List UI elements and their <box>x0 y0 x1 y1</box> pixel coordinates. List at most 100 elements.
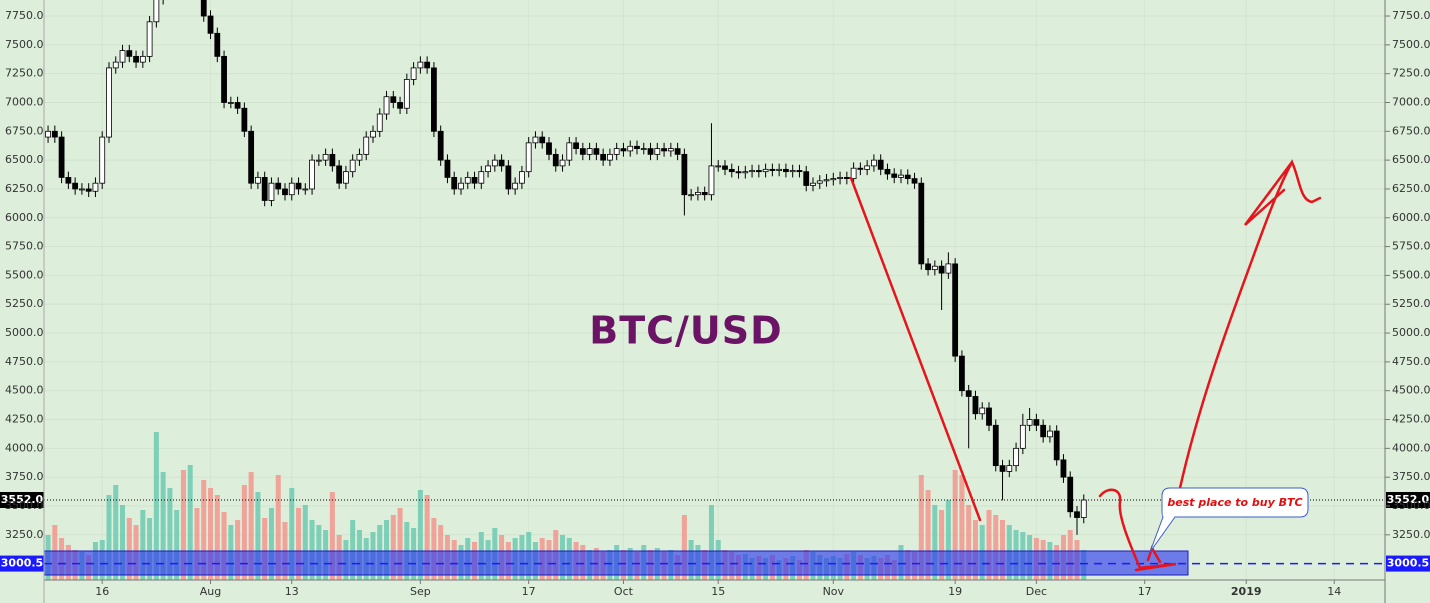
x-tick-label: 2019 <box>1231 585 1262 598</box>
volume-bar <box>275 475 281 580</box>
y-tick-label: 5000.0 <box>1392 326 1430 339</box>
candle-body <box>1033 419 1040 426</box>
y-tick-label: 7750.0 <box>1392 9 1430 22</box>
volume-bar <box>153 432 159 580</box>
candle-body <box>241 107 248 132</box>
candle-body <box>315 159 322 162</box>
candle-body <box>728 168 735 173</box>
volume-bar <box>180 470 186 580</box>
chart-title: BTC/USD <box>589 309 782 353</box>
x-tick-label: Oct <box>614 585 634 598</box>
candle-body <box>864 165 871 170</box>
volume-bar <box>268 508 274 580</box>
candle-body <box>153 0 160 23</box>
y-tick-label: 7500.0 <box>1392 38 1430 51</box>
candle-body <box>803 171 810 186</box>
candle-body <box>640 148 647 151</box>
x-tick-label: 16 <box>95 585 109 598</box>
candle-body <box>1074 511 1080 518</box>
candle-layer <box>45 0 1087 535</box>
volume-bar <box>939 510 945 580</box>
y-tick-label: 4000.0 <box>5 441 44 454</box>
y-tick-label: 4500.0 <box>1392 384 1430 397</box>
y-tick-label: 4500.0 <box>5 384 44 397</box>
volume-bar <box>932 505 938 580</box>
candle-body <box>823 179 830 182</box>
volume-bar <box>329 492 335 580</box>
volume-bar <box>241 485 247 580</box>
candle-body <box>681 153 688 196</box>
candle-body <box>789 170 796 173</box>
candle-body <box>796 170 803 173</box>
x-tick-label: 17 <box>522 585 536 598</box>
candle-body <box>559 159 566 167</box>
candle-body <box>519 171 525 184</box>
candle-body <box>938 265 945 274</box>
candle-body <box>539 136 546 144</box>
candle-body <box>275 182 282 190</box>
candle-body <box>255 177 261 184</box>
x-tick-label: 15 <box>711 585 725 598</box>
candle-body <box>843 177 850 179</box>
volume-bar <box>390 515 396 580</box>
x-tick-label: Aug <box>200 585 221 598</box>
candle-body <box>742 171 749 174</box>
volume-bar <box>986 510 992 580</box>
candle-body <box>268 182 275 201</box>
candle-body <box>356 153 363 161</box>
volume-bar <box>959 475 965 580</box>
candle-body <box>106 67 112 138</box>
candle-body <box>1047 430 1053 438</box>
candle-body <box>749 170 755 173</box>
candle-body <box>397 102 403 109</box>
candle-body <box>51 130 58 138</box>
candle-body <box>1026 419 1033 426</box>
y-tick-label: 7500.0 <box>5 38 44 51</box>
candle-body <box>444 159 451 178</box>
candle-body <box>959 355 965 392</box>
candle-body <box>207 15 214 34</box>
y-tick-label: 5000.0 <box>5 326 44 339</box>
y-tick-label: 3250.0 <box>5 528 44 541</box>
candle-body <box>295 182 302 190</box>
support-label: 3000.5 <box>1 557 43 570</box>
volume-bar <box>262 518 268 580</box>
candle-body <box>871 159 877 167</box>
y-tick-label: 7000.0 <box>1392 95 1430 108</box>
y-tick-label: 6250.0 <box>5 182 44 195</box>
candle-body <box>918 182 925 265</box>
candle-body <box>972 396 979 415</box>
y-tick-label: 7250.0 <box>5 67 44 80</box>
y-tick-label: 6750.0 <box>5 124 44 137</box>
candle-body <box>613 148 620 155</box>
volume-bar <box>309 520 315 580</box>
candle-body <box>498 159 505 167</box>
y-tick-label: 3250.0 <box>1392 528 1430 541</box>
candle-body <box>566 142 573 161</box>
y-tick-label: 5750.0 <box>1392 240 1430 253</box>
y-tick-label: 3750.0 <box>5 470 44 483</box>
y-tick-label: 6500.0 <box>5 153 44 166</box>
candle-body <box>816 180 823 184</box>
volume-bar <box>952 470 958 580</box>
candle-body <box>234 102 241 109</box>
candle-body <box>546 142 552 155</box>
volume-bar <box>113 485 119 580</box>
candle-body <box>837 177 843 179</box>
candle-body <box>695 192 701 196</box>
candle-body <box>349 159 356 173</box>
candle-body <box>1053 430 1060 461</box>
candle-body <box>248 130 255 184</box>
candle-body <box>65 177 72 184</box>
candle-body <box>302 188 309 191</box>
volume-bar <box>235 520 241 580</box>
levels: 3552.0 3552.0 3000.5 3000.5 <box>0 491 1430 572</box>
x-tick-label: 14 <box>1327 585 1341 598</box>
candle-body <box>214 32 221 57</box>
candle-body <box>72 182 79 190</box>
candle-body <box>701 192 708 196</box>
y-tick-label: 6000.0 <box>5 211 44 224</box>
volume-bar <box>106 495 112 580</box>
candle-body <box>221 55 227 103</box>
candle-body <box>755 170 762 173</box>
